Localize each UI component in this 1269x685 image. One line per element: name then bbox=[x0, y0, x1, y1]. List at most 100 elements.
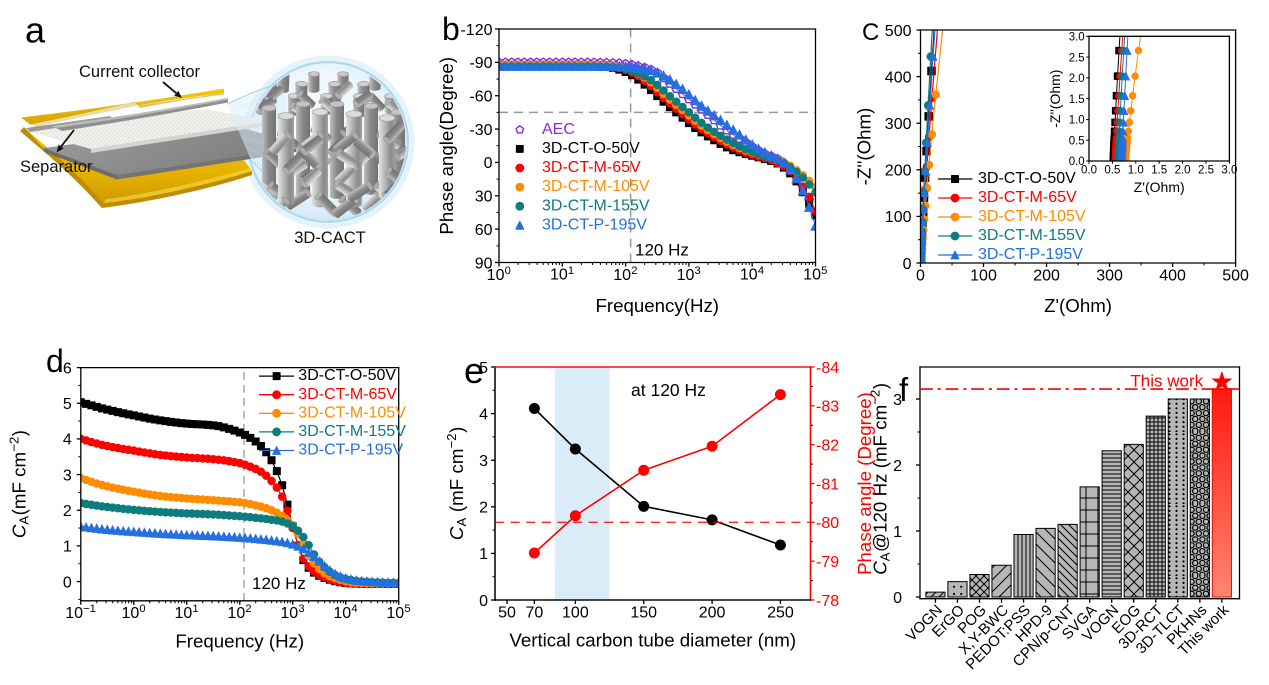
svg-text:1 0 2: 1 0 2 bbox=[613, 261, 673, 284]
svg-text:5: 5 bbox=[63, 396, 72, 413]
svg-text:300: 300 bbox=[885, 116, 912, 133]
svg-text:3D-CT-M-105V: 3D-CT-M-105V bbox=[542, 178, 650, 195]
svg-text:e: e bbox=[464, 350, 484, 391]
svg-text:3.0: 3.0 bbox=[1221, 165, 1237, 177]
svg-text:3D-CT-M-65V: 3D-CT-M-65V bbox=[978, 189, 1077, 206]
svg-text:Z'(Ohm): Z'(Ohm) bbox=[1044, 295, 1112, 316]
svg-text:1: 1 bbox=[479, 546, 488, 563]
svg-text:100: 100 bbox=[562, 605, 589, 622]
svg-text:0: 0 bbox=[479, 593, 488, 610]
svg-text:Phase angle(Degree): Phase angle(Degree) bbox=[436, 57, 457, 235]
svg-text:300: 300 bbox=[1096, 268, 1123, 285]
svg-text:0: 0 bbox=[484, 155, 493, 172]
svg-text:3D-CT-P-195V: 3D-CT-P-195V bbox=[978, 246, 1083, 263]
svg-text:1 0 0: 1 0 0 bbox=[121, 599, 181, 622]
svg-text:0.5: 0.5 bbox=[1069, 135, 1085, 147]
svg-text:400: 400 bbox=[885, 69, 912, 86]
svg-text:-30: -30 bbox=[469, 122, 492, 139]
svg-text:3D-CT-O-50V: 3D-CT-O-50V bbox=[298, 367, 396, 384]
svg-text:-80: -80 bbox=[816, 515, 839, 532]
svg-text:90: 90 bbox=[475, 255, 493, 272]
svg-text:-83: -83 bbox=[816, 399, 839, 416]
svg-text:1.0: 1.0 bbox=[1128, 165, 1144, 177]
svg-text:Frequency (Hz): Frequency (Hz) bbox=[175, 630, 304, 651]
svg-text:120 Hz: 120 Hz bbox=[635, 241, 689, 260]
svg-text:150: 150 bbox=[630, 605, 657, 622]
svg-text:1 0 1: 1 0 1 bbox=[174, 599, 234, 622]
svg-text:C A − 2: C A − 2 ( m F c m ) bbox=[443, 396, 470, 541]
svg-text:3D-CT-P-195V: 3D-CT-P-195V bbox=[542, 216, 647, 233]
svg-text:2.0: 2.0 bbox=[1069, 73, 1085, 85]
svg-text:30: 30 bbox=[475, 189, 493, 206]
svg-text:1 0 5: 1 0 5 bbox=[386, 599, 446, 622]
svg-text:4: 4 bbox=[479, 406, 488, 423]
svg-text:0.0: 0.0 bbox=[1069, 156, 1085, 168]
svg-text:3D-CT-M-155V: 3D-CT-M-155V bbox=[978, 227, 1086, 244]
svg-text:-81: -81 bbox=[816, 476, 839, 493]
svg-text:70: 70 bbox=[525, 605, 543, 622]
svg-text:400: 400 bbox=[1159, 268, 1186, 285]
svg-text:1.5: 1.5 bbox=[1151, 165, 1167, 177]
svg-text:3D-CT-M-155V: 3D-CT-M-155V bbox=[298, 423, 406, 440]
svg-text:3: 3 bbox=[479, 453, 488, 470]
svg-text:3: 3 bbox=[63, 467, 72, 484]
svg-text:120 Hz: 120 Hz bbox=[252, 574, 306, 593]
svg-text:0: 0 bbox=[63, 574, 72, 591]
svg-text:5: 5 bbox=[479, 360, 488, 377]
svg-text:2.0: 2.0 bbox=[1175, 165, 1191, 177]
svg-text:3D-CT-O-50V: 3D-CT-O-50V bbox=[542, 140, 640, 157]
svg-text:100: 100 bbox=[970, 268, 997, 285]
svg-text:2.5: 2.5 bbox=[1198, 165, 1214, 177]
svg-text:2: 2 bbox=[63, 503, 72, 520]
svg-text:0.5: 0.5 bbox=[1104, 165, 1120, 177]
svg-text:1 0 2: 1 0 2 bbox=[227, 599, 287, 622]
svg-text:0: 0 bbox=[903, 256, 912, 273]
svg-text:-Z''(Ohm): -Z''(Ohm) bbox=[854, 108, 875, 186]
svg-text:-Z''(Ohm): -Z''(Ohm) bbox=[1047, 70, 1063, 128]
svg-text:1 0 5: 1 0 5 bbox=[803, 261, 863, 284]
svg-text:1: 1 bbox=[893, 524, 902, 541]
svg-text:3D-CACT: 3D-CACT bbox=[294, 229, 366, 247]
svg-text:50: 50 bbox=[498, 605, 516, 622]
svg-text:Frequency(Hz): Frequency(Hz) bbox=[595, 295, 719, 316]
svg-text:-82: -82 bbox=[816, 437, 839, 454]
svg-text:500: 500 bbox=[1222, 268, 1249, 285]
svg-text:3D-CT-M-105V: 3D-CT-M-105V bbox=[978, 208, 1086, 225]
svg-text:1.0: 1.0 bbox=[1069, 115, 1085, 127]
svg-text:2: 2 bbox=[893, 458, 902, 475]
svg-text:1.5: 1.5 bbox=[1069, 94, 1085, 106]
svg-text:3D-CT-M-65V: 3D-CT-M-65V bbox=[298, 386, 397, 403]
svg-text:a: a bbox=[25, 9, 46, 50]
svg-text:-78: -78 bbox=[816, 593, 839, 610]
svg-text:6: 6 bbox=[63, 360, 72, 377]
svg-text:2: 2 bbox=[479, 500, 488, 517]
svg-text:100: 100 bbox=[885, 209, 912, 226]
svg-text:200: 200 bbox=[699, 605, 726, 622]
svg-text:4: 4 bbox=[63, 432, 72, 449]
svg-text:Z'(Ohm): Z'(Ohm) bbox=[1134, 179, 1185, 195]
svg-text:at 120 Hz: at 120 Hz bbox=[631, 380, 706, 400]
svg-text:3D-CT-O-50V: 3D-CT-O-50V bbox=[978, 170, 1076, 187]
svg-text:This work: This work bbox=[1130, 371, 1203, 390]
svg-text:0: 0 bbox=[916, 268, 925, 285]
svg-text:200: 200 bbox=[885, 163, 912, 180]
svg-text:1 0 1: 1 0 1 bbox=[550, 261, 610, 284]
svg-text:C A − 2 @: C A − 2 @ 1 2 0 H z ( m F c m ) bbox=[866, 361, 893, 575]
svg-text:Vertical carbon tube diameter: Vertical carbon tube diameter (nm) bbox=[509, 630, 796, 651]
svg-text:C: C bbox=[862, 19, 879, 46]
svg-text:0.0: 0.0 bbox=[1081, 165, 1097, 177]
svg-text:Current collector: Current collector bbox=[79, 63, 201, 81]
svg-text:-120: -120 bbox=[460, 22, 492, 39]
svg-text:1: 1 bbox=[63, 539, 72, 556]
svg-text:-79: -79 bbox=[816, 554, 839, 571]
svg-text:b: b bbox=[442, 11, 460, 47]
svg-text:-60: -60 bbox=[469, 89, 492, 106]
svg-text:f: f bbox=[899, 371, 909, 408]
svg-text:AEC: AEC bbox=[542, 121, 575, 138]
svg-text:60: 60 bbox=[475, 222, 493, 239]
svg-text:C A − 2: C A − 2 ( m F c m ) bbox=[5, 399, 32, 538]
svg-text:-90: -90 bbox=[469, 55, 492, 72]
svg-text:Phase angle (Degree): Phase angle (Degree) bbox=[854, 392, 875, 575]
svg-text:200: 200 bbox=[1033, 268, 1060, 285]
svg-text:1 0 0: 1 0 0 bbox=[487, 261, 547, 284]
